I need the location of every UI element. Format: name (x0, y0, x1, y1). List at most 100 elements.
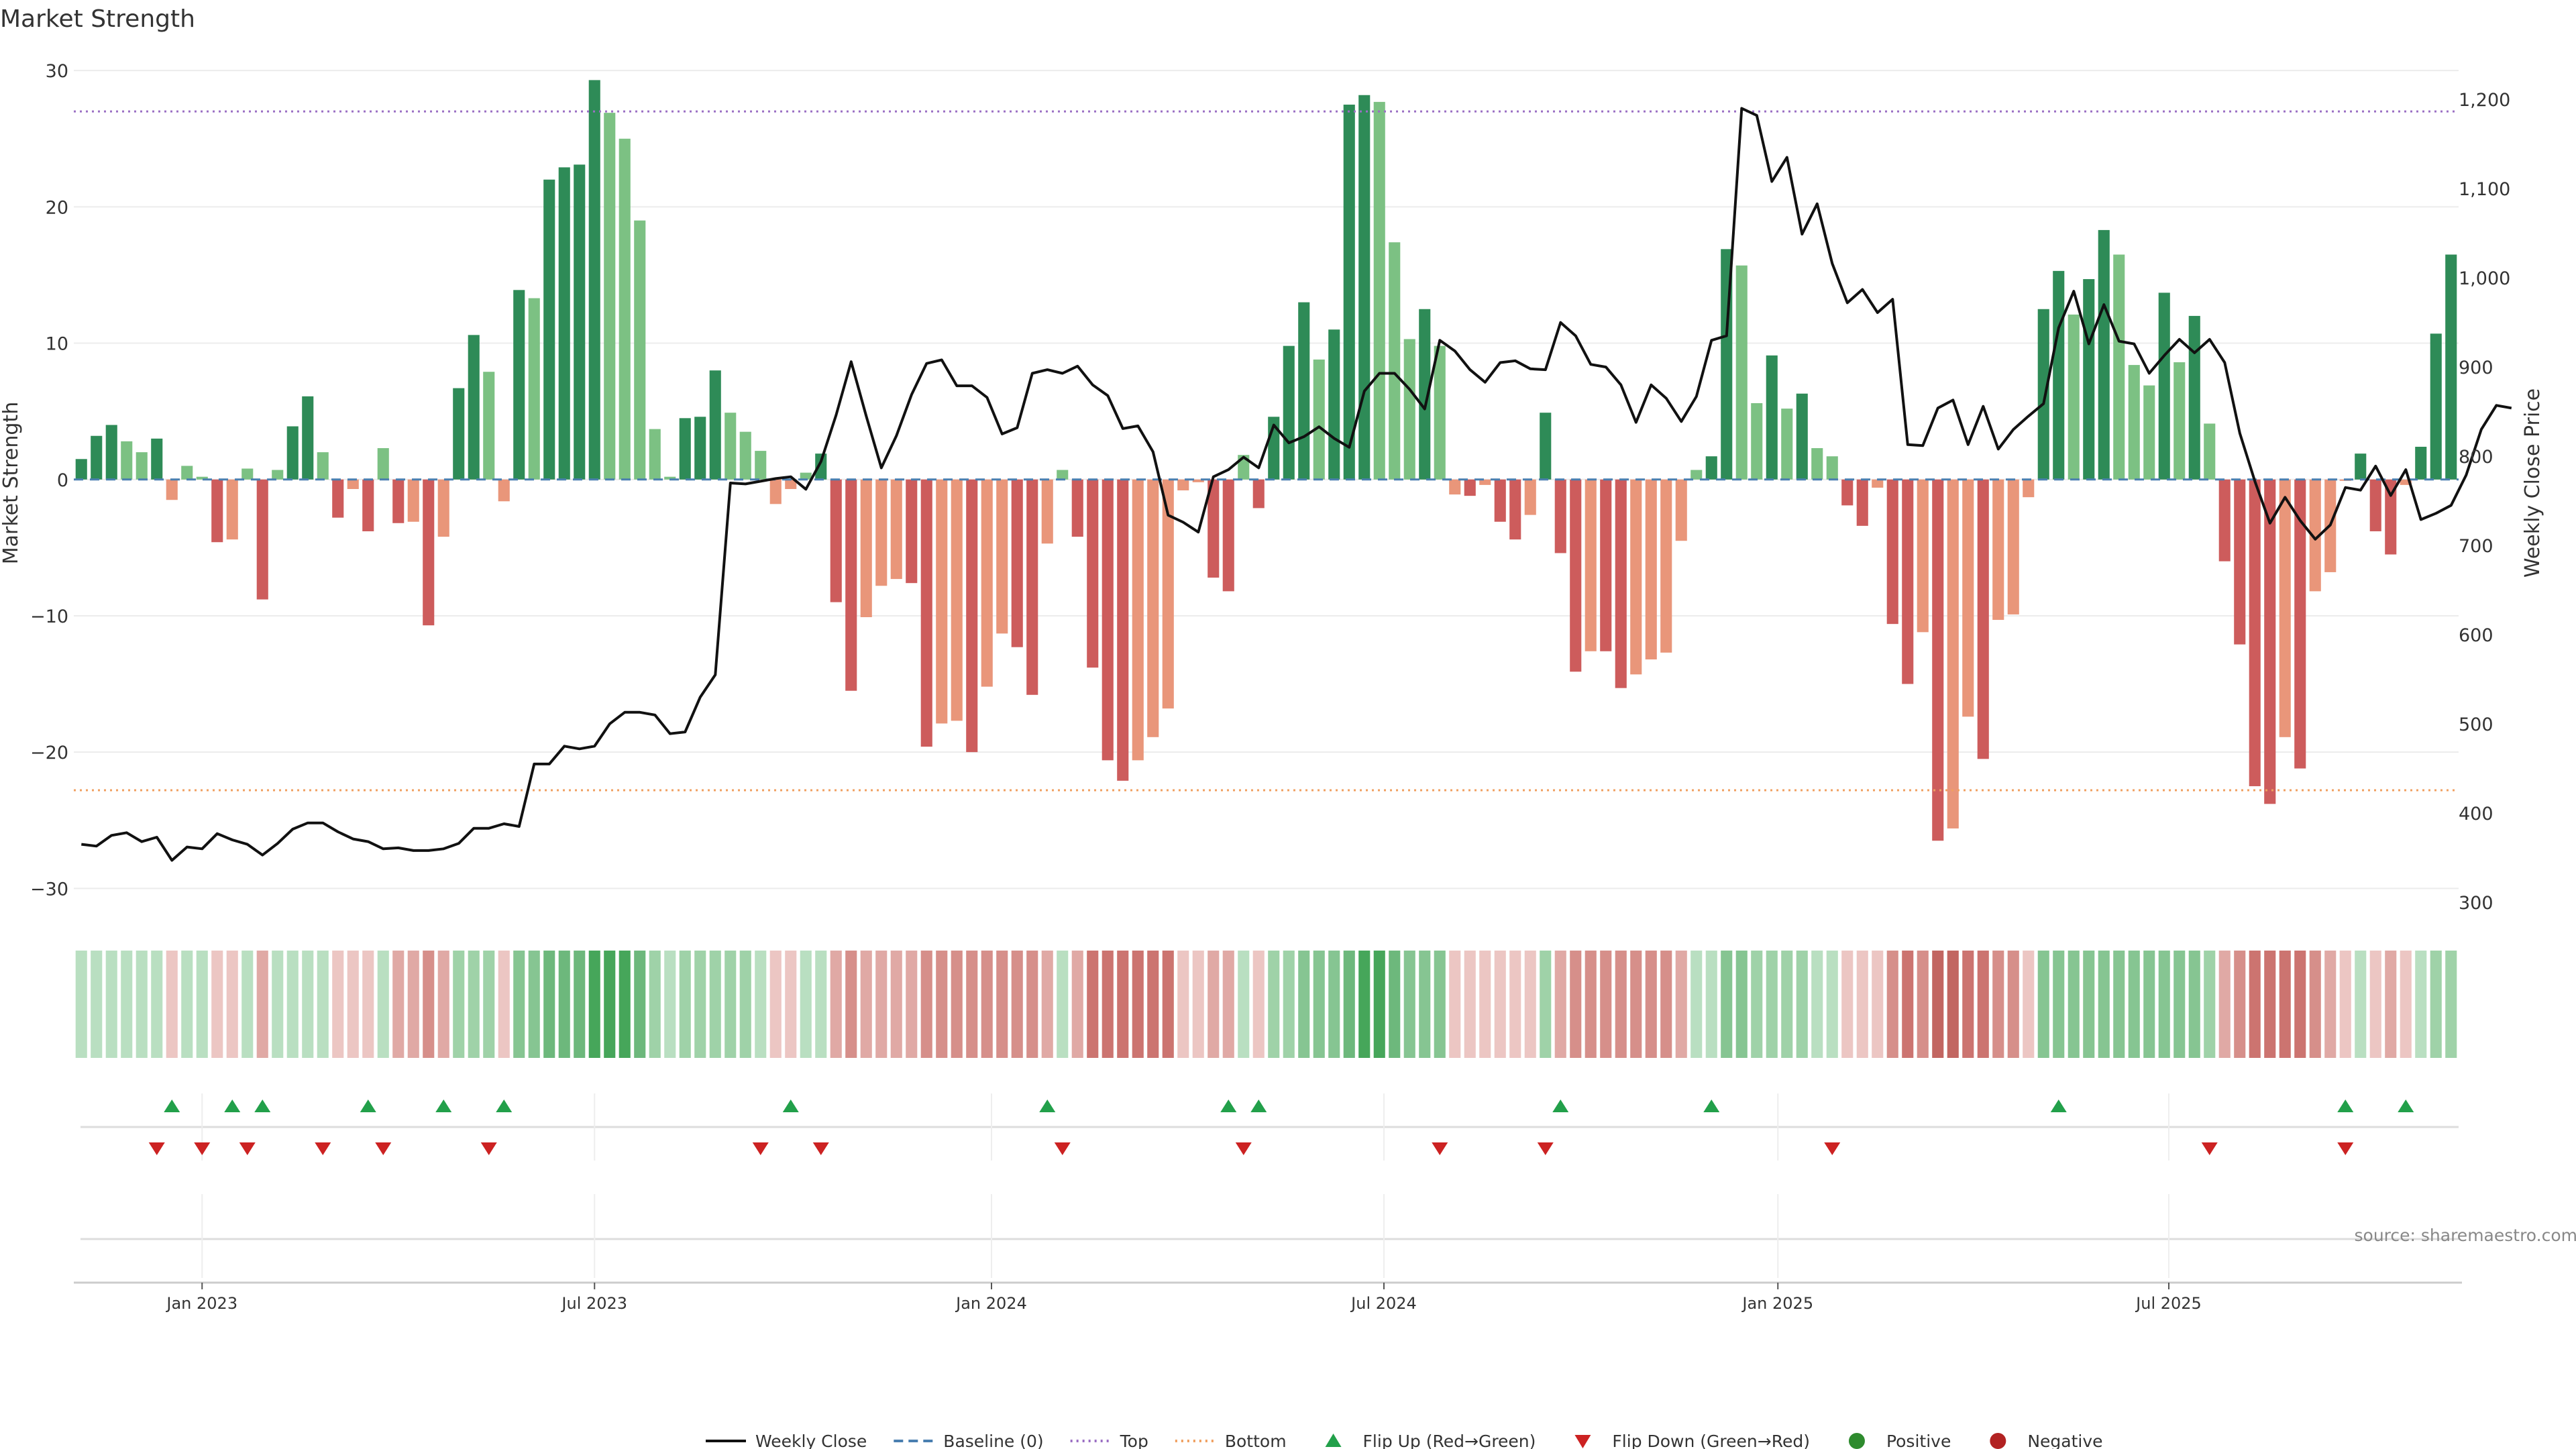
y2-tick-label: 300 (2459, 893, 2493, 914)
y2-tick-label: 400 (2459, 804, 2493, 824)
regime-band-cell (2158, 951, 2170, 1058)
flip-up-marker (496, 1099, 513, 1112)
legend-label: Top (1120, 1432, 1148, 1449)
regime-band-cell (2234, 951, 2246, 1058)
regime-band-cell (1313, 951, 1325, 1058)
regime-band-cell (498, 951, 510, 1058)
strength-bar (2204, 423, 2216, 480)
regime-band-cell (709, 951, 721, 1058)
regime-band-cell (317, 951, 329, 1058)
regime-band-cell (1177, 951, 1189, 1058)
strength-bar (1841, 479, 1854, 506)
legend-label: Positive (1886, 1432, 1951, 1449)
flip-up-marker (2398, 1099, 2414, 1112)
regime-band-cell (407, 951, 419, 1058)
strength-bar (1403, 339, 1415, 480)
strength-bar (1826, 456, 1838, 480)
legend-label: Baseline (0) (943, 1432, 1043, 1449)
regime-band-row (75, 951, 2457, 1058)
strength-bar (543, 179, 555, 480)
flip-down-marker (752, 1142, 769, 1155)
regime-band-cell (996, 951, 1008, 1058)
strength-bar (604, 113, 616, 480)
regime-band-cell (2128, 951, 2140, 1058)
strength-bar (166, 479, 178, 500)
strength-bar (513, 290, 525, 480)
regime-band-cell (890, 951, 902, 1058)
regime-band-cell (272, 951, 284, 1058)
regime-band-cell (91, 951, 103, 1058)
regime-band-cell (2264, 951, 2276, 1058)
regime-band-cell (513, 951, 525, 1058)
regime-band-cell (981, 951, 993, 1058)
regime-band-cell (2430, 951, 2442, 1058)
strength-bar (1057, 470, 1069, 480)
regime-band-cell (1479, 951, 1491, 1058)
flip-down-marker (812, 1142, 829, 1155)
strength-bar (2007, 479, 2019, 614)
strength-bar (996, 479, 1008, 634)
strength-bar (845, 479, 857, 691)
regime-band-cell (1675, 951, 1687, 1058)
strength-bar (2174, 362, 2186, 480)
y2-tick-label: 1,200 (2459, 90, 2510, 111)
strength-bar (830, 479, 842, 602)
flip-up-marker (782, 1099, 799, 1112)
strength-bar (332, 479, 344, 518)
legend-item: Negative (1990, 1432, 2103, 1449)
strength-bar (1766, 355, 1778, 480)
strength-bar (739, 431, 751, 480)
strength-bar (2369, 479, 2381, 531)
y2-axis-label: Weekly Close Price (2521, 388, 2544, 578)
strength-bar (407, 479, 419, 522)
strength-bar (936, 479, 948, 724)
strength-bar (1796, 393, 1808, 480)
regime-band-cell (1057, 951, 1069, 1058)
regime-band-cell (1992, 951, 2004, 1058)
strength-bar (1962, 479, 1974, 717)
regime-band-cell (1011, 951, 1023, 1058)
regime-band-cell (1041, 951, 1053, 1058)
strength-bar (1735, 265, 1748, 480)
regime-band-cell (1252, 951, 1265, 1058)
y2-tick-label: 700 (2459, 536, 2493, 557)
regime-band-cell (2098, 951, 2110, 1058)
strength-bar (1479, 479, 1491, 485)
strength-bar (1872, 479, 1884, 488)
strength-bar (1192, 479, 1204, 482)
regime-band-cell (1328, 951, 1340, 1058)
strength-bar (256, 479, 268, 600)
strength-bar (2143, 385, 2155, 480)
regime-band-cell (2174, 951, 2186, 1058)
regime-band-cell (1872, 951, 1884, 1058)
strength-bar (1328, 329, 1340, 480)
strength-bar (1570, 479, 1582, 672)
strength-bar (709, 370, 721, 480)
legend-item: Positive (1848, 1432, 1951, 1449)
regime-band-cell (664, 951, 676, 1058)
flip-up-marker (2337, 1099, 2354, 1112)
regime-band-cell (1434, 951, 1446, 1058)
strength-bar (1932, 479, 1944, 841)
strength-bar (1117, 479, 1129, 781)
strength-bar (1977, 479, 1989, 759)
regime-band-cell (2415, 951, 2427, 1058)
legend-swatch (1990, 1433, 2006, 1449)
regime-band-cell (2007, 951, 2019, 1058)
regime-band-cell (1102, 951, 1114, 1058)
strength-bar (1373, 101, 1385, 480)
legend-item: Weekly Close (706, 1432, 867, 1449)
regime-band-cell (1630, 951, 1642, 1058)
regime-band-cell (528, 951, 540, 1058)
strength-bar (1645, 479, 1657, 659)
strength-bar (1886, 479, 1898, 625)
regime-band-cell (332, 951, 344, 1058)
regime-band-cell (966, 951, 978, 1058)
strength-bar (1298, 302, 1310, 480)
strength-bar (588, 80, 600, 480)
regime-band-cell (936, 951, 948, 1058)
regime-band-cell (2369, 951, 2381, 1058)
regime-band-cell (483, 951, 495, 1058)
regime-band-cell (739, 951, 751, 1058)
flip-marker-rows (74, 1093, 2462, 1284)
